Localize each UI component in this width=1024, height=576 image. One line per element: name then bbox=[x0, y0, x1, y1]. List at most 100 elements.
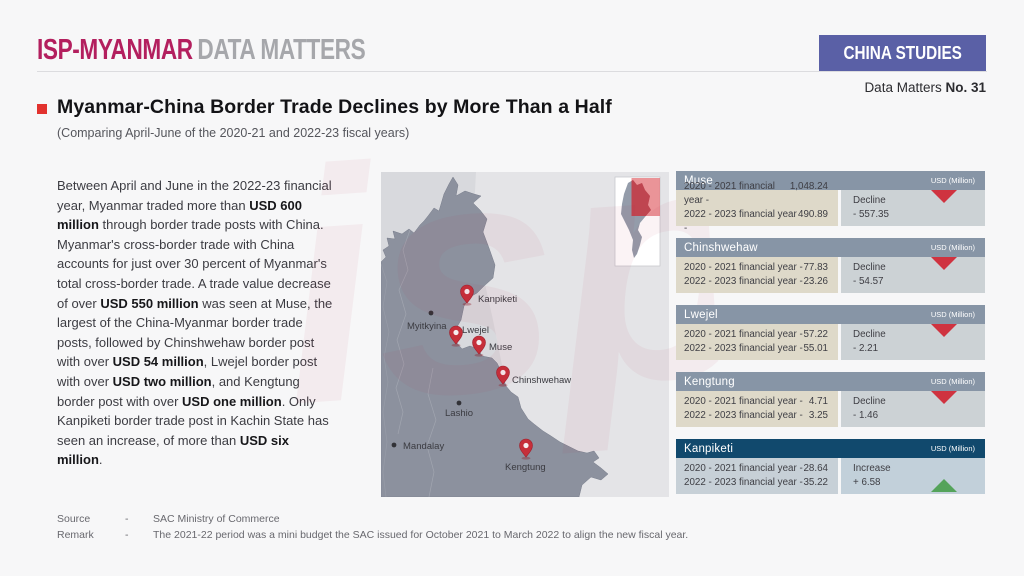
footer-label: Remark bbox=[57, 528, 94, 541]
change-value: + 6.58 bbox=[853, 477, 881, 488]
increase-arrow-icon bbox=[931, 479, 957, 492]
card-values-panel: 2020 - 2021 financial year - 1,048.24 20… bbox=[676, 181, 838, 234]
card-values-panel: 2020 - 2021 financial year - 4.71 2022 -… bbox=[676, 391, 838, 427]
trade-post-card-kanpiketi: Kanpiketi USD (Million) 2020 - 2021 fina… bbox=[676, 439, 985, 494]
card-header: Kengtung USD (Million) bbox=[676, 372, 985, 391]
map-label-kanpiketi: Kanpiketi bbox=[478, 294, 517, 305]
card-change-panel: Decline - 557.35 bbox=[841, 190, 985, 226]
pin-shadow bbox=[474, 353, 484, 357]
card-values-panel: 2020 - 2021 financial year - 77.83 2022 … bbox=[676, 257, 838, 293]
pin-shadow bbox=[462, 302, 472, 306]
paragraph-text: through border trade posts with China. M… bbox=[57, 217, 331, 311]
fiscal-year-value: 55.01 bbox=[803, 343, 828, 354]
card-title: Lwejel bbox=[684, 308, 718, 321]
fiscal-year-value: 28.64 bbox=[803, 463, 828, 474]
fiscal-year-value: 77.83 bbox=[803, 262, 828, 273]
city-dot-myitkyina bbox=[428, 310, 434, 316]
issue-no: No. 31 bbox=[945, 80, 986, 95]
map-label-myitkyina: Myitkyina bbox=[407, 321, 447, 332]
fiscal-year-label: 2022 - 2023 financial year - bbox=[684, 410, 803, 421]
fiscal-year-label: 2020 - 2021 financial year - bbox=[684, 262, 803, 273]
footer-label: Source bbox=[57, 513, 91, 525]
paragraph-text: . bbox=[98, 452, 103, 468]
fiscal-year-label: 2020 - 2021 financial year - bbox=[684, 463, 803, 474]
pin-hole bbox=[500, 369, 506, 376]
card-body: 2020 - 2021 financial year - 28.64 2022 … bbox=[676, 458, 985, 494]
card-change-panel: Decline - 1.46 bbox=[841, 391, 985, 427]
footer-row-source: Source - SAC Ministry of Commerce bbox=[57, 512, 688, 528]
trade-post-card-kengtung: Kengtung USD (Million) 2020 - 2021 finan… bbox=[676, 372, 985, 427]
fiscal-year-row: 2022 - 2023 financial year - 35.22 bbox=[684, 476, 828, 490]
pin-hole bbox=[453, 329, 459, 336]
trade-post-card-chinshwehaw: Chinshwehaw USD (Million) 2020 - 2021 fi… bbox=[676, 238, 985, 293]
paragraph-text: Between April and June in the 2022-23 fi… bbox=[57, 178, 332, 213]
card-header: Muse USD (Million) bbox=[676, 171, 985, 190]
card-header: Kanpiketi USD (Million) bbox=[676, 439, 985, 458]
map-label-muse: Muse bbox=[489, 342, 512, 353]
map-label-lashio: Lashio bbox=[445, 408, 473, 419]
change-value: - 2.21 bbox=[853, 343, 879, 354]
footer-text: SAC Ministry of Commerce bbox=[153, 513, 280, 525]
card-body: 2020 - 2021 financial year - 1,048.24 20… bbox=[676, 181, 985, 234]
change-value: - 1.46 bbox=[853, 410, 879, 421]
header-divider bbox=[37, 71, 987, 72]
trade-post-card-lwejel: Lwejel USD (Million) 2020 - 2021 financi… bbox=[676, 305, 985, 360]
fiscal-year-value: 3.25 bbox=[808, 410, 828, 421]
highlight-value: USD one million bbox=[182, 393, 282, 409]
fiscal-year-row: 2020 - 2021 financial year - 57.22 bbox=[684, 328, 828, 342]
pin-hole bbox=[464, 288, 470, 295]
paragraph-text: was seen at Muse, the largest of the Chi… bbox=[57, 295, 333, 370]
card-title: Chinshwehaw bbox=[684, 241, 758, 254]
paragraph-text: . Only Kanpiketi border trade post in Ka… bbox=[57, 393, 329, 448]
highlight-value: USD two million bbox=[112, 373, 212, 389]
issue-number: Data Matters No. 31 bbox=[864, 80, 986, 95]
fiscal-year-value: 57.22 bbox=[803, 329, 828, 340]
card-values-panel: 2020 - 2021 financial year - 57.22 2022 … bbox=[676, 324, 838, 360]
map-country-border bbox=[381, 263, 390, 497]
footer-row-remark: Remark - The 2021-22 period was a mini b… bbox=[57, 528, 688, 544]
card-values-panel: 2020 - 2021 financial year - 28.64 2022 … bbox=[676, 458, 838, 494]
card-body: 2020 - 2021 financial year - 77.83 2022 … bbox=[676, 257, 985, 293]
change-label: Decline bbox=[853, 329, 886, 340]
highlight-value: USD six million bbox=[57, 432, 289, 468]
card-header: Chinshwehaw USD (Million) bbox=[676, 238, 985, 257]
fiscal-year-value: 1,048.24 bbox=[789, 181, 828, 192]
fiscal-year-label: 2020 - 2021 financial year - bbox=[684, 329, 803, 340]
china-studies-badge: CHINA STUDIES bbox=[818, 35, 986, 71]
pin-hole bbox=[476, 339, 482, 346]
card-title: Kanpiketi bbox=[684, 442, 734, 455]
fiscal-year-row: 2022 - 2023 financial year - 490.89 bbox=[684, 208, 828, 236]
logo-primary: ISP-MYANMAR bbox=[37, 34, 193, 66]
footer-text: The 2021-22 period was a mini budget the… bbox=[153, 528, 689, 541]
map-label-chinshwehaw: Chinshwehaw bbox=[512, 375, 571, 386]
logo-secondary: DATA MATTERS bbox=[197, 34, 366, 66]
pin-shadow bbox=[498, 383, 508, 387]
decline-arrow-icon bbox=[931, 190, 957, 203]
footer-separator: - bbox=[125, 513, 129, 525]
fiscal-year-value: 490.89 bbox=[798, 209, 828, 220]
paragraph-text: , and Kengtung border post with over bbox=[57, 373, 300, 409]
city-dot-lashio bbox=[456, 400, 462, 406]
fiscal-year-label: 2022 - 2023 financial year - bbox=[684, 477, 803, 488]
card-body: 2020 - 2021 financial year - 57.22 2022 … bbox=[676, 324, 985, 360]
card-body: 2020 - 2021 financial year - 4.71 2022 -… bbox=[676, 391, 985, 427]
fiscal-year-row: 2020 - 2021 financial year - 1,048.24 bbox=[684, 180, 828, 208]
change-value: - 54.57 bbox=[853, 276, 884, 287]
fiscal-year-label: 2022 - 2023 financial year - bbox=[684, 343, 803, 354]
highlight-value: USD 550 million bbox=[100, 295, 199, 311]
card-unit-label: USD (Million) bbox=[930, 377, 975, 386]
page-title: Myanmar-China Border Trade Declines by M… bbox=[57, 96, 612, 118]
change-value: - 557.35 bbox=[853, 209, 889, 220]
decline-arrow-icon bbox=[931, 257, 957, 270]
highlight-value: USD 54 million bbox=[112, 354, 204, 370]
trade-post-cards: Muse USD (Million) 2020 - 2021 financial… bbox=[676, 171, 985, 506]
footer-notes: Source - SAC Ministry of Commerce Remark … bbox=[57, 512, 688, 543]
page-subtitle: (Comparing April-June of the 2020-21 and… bbox=[57, 126, 410, 140]
fiscal-year-row: 2022 - 2023 financial year - 23.26 bbox=[684, 275, 828, 289]
fiscal-year-label: 2020 - 2021 financial year - bbox=[684, 181, 775, 206]
card-change-panel: Decline - 2.21 bbox=[841, 324, 985, 360]
pin-hole bbox=[523, 442, 529, 449]
map-label-lwejel: Lwejel bbox=[462, 325, 489, 336]
city-dot-mandalay bbox=[391, 442, 397, 448]
